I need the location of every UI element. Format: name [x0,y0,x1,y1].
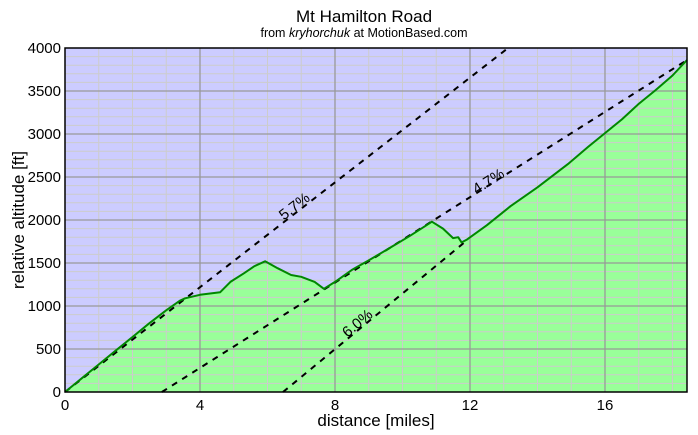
y-axis-ticks: 0 500 1000 1500 2000 2500 3000 3500 4000 [28,40,61,401]
y-tick-label: 3500 [28,83,61,100]
y-tick-label: 4000 [28,40,61,57]
x-tick-label: 16 [597,397,614,414]
major-grid [65,48,687,392]
subtitle-author: kryhorchuk [289,26,351,40]
subtitle-suffix: at MotionBased.com [350,26,467,40]
y-tick-label: 2000 [28,212,61,229]
elevation-profile-line [64,59,688,393]
y-tick-label: 0 [53,384,61,401]
x-tick-label: 12 [462,397,479,414]
x-axis-ticks: 0 4 8 12 16 [61,397,614,414]
x-tick-label: 0 [61,397,69,414]
chart-title: Mt Hamilton Road [296,7,432,26]
y-tick-label: 3000 [28,126,61,143]
plot-frame [64,47,688,393]
x-tick-label: 4 [196,397,204,414]
x-tick-label: 8 [331,397,339,414]
subtitle-prefix: from [260,26,288,40]
grade-line [282,239,469,393]
y-axis-label: relative altitude [ft] [9,151,28,289]
y-tick-label: 1000 [28,298,61,315]
x-axis-label: distance [miles] [317,411,434,430]
ground-area [65,60,687,392]
y-tick-label: 500 [36,341,61,358]
grade-line [64,47,509,393]
y-tick-label: 1500 [28,255,61,272]
grade-line [161,59,688,393]
chart-subtitle: from kryhorchuk at MotionBased.com [260,26,467,40]
y-tick-label: 2500 [28,169,61,186]
reference-grade-lines [64,47,688,393]
